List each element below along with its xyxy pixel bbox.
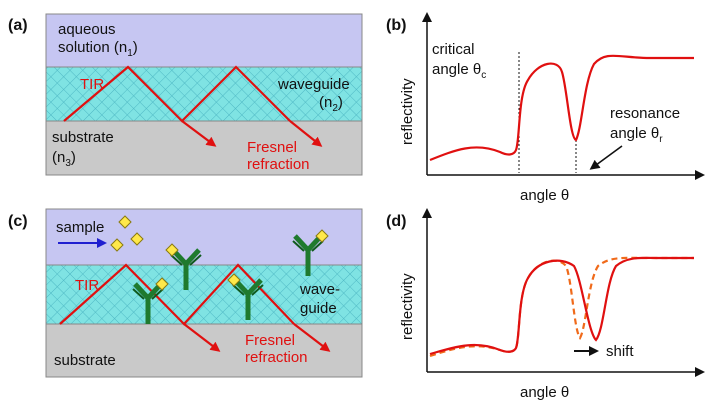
panel-b: (b) reflectivity angle θ critical angle … xyxy=(386,12,705,204)
x-axis-label: angle θ xyxy=(520,384,569,401)
panel-label-d: (d) xyxy=(386,213,406,230)
substrate-layer xyxy=(45,120,363,176)
waveguide-layer xyxy=(45,66,363,122)
aqueous-layer xyxy=(45,13,363,68)
y-axis-label: reflectivity xyxy=(399,78,416,145)
tir-label: TIR xyxy=(75,277,99,294)
aqueous-label: aqueous xyxy=(58,21,116,38)
resonance-label: resonance xyxy=(610,105,680,122)
panel-label-b: (b) xyxy=(386,17,406,34)
reflectivity-curve-before xyxy=(429,256,694,358)
panel-a: (a) aqueous solution (n1) TIR waveguide … xyxy=(8,13,363,176)
refraction-label: refraction xyxy=(245,349,308,366)
shift-label: shift xyxy=(606,343,634,360)
wave-label: wave- xyxy=(299,281,340,298)
fresnel-label: Fresnel xyxy=(247,139,297,156)
panel-label-c: (c) xyxy=(8,213,28,230)
substrate-label: substrate xyxy=(52,129,114,146)
reflectivity-curve-after xyxy=(429,256,694,356)
aqueous-index-label: solution (n1) xyxy=(58,39,138,59)
aqueous-layer xyxy=(45,208,363,266)
sample-label: sample xyxy=(56,219,104,236)
waveguide-index-label: (n2) xyxy=(319,94,343,114)
refraction-arrow-icon xyxy=(183,323,221,352)
x-axis-label: angle θ xyxy=(520,187,569,204)
panel-d: (d) reflectivity angle θ shift xyxy=(386,208,705,401)
substrate-index-label: (n3) xyxy=(52,149,76,169)
substrate-label: substrate xyxy=(54,352,116,369)
waveguide-label: waveguide xyxy=(277,76,350,93)
refraction-label: refraction xyxy=(247,156,310,173)
tir-label: TIR xyxy=(80,76,104,93)
guide-label: guide xyxy=(300,300,337,317)
reflectivity-curve xyxy=(429,54,694,162)
substrate-layer xyxy=(45,323,363,378)
panel-label-a: (a) xyxy=(8,17,28,34)
refraction-arrow-icon xyxy=(181,120,217,147)
critical-angle-label: angle θc xyxy=(432,61,486,81)
panel-c: (c) sample TIR wave- guide substrate Fre… xyxy=(8,208,363,378)
y-axis-label: reflectivity xyxy=(399,273,416,340)
resonance-angle-label: angle θr xyxy=(610,125,663,145)
fresnel-label: Fresnel xyxy=(245,332,295,349)
critical-label: critical xyxy=(432,41,475,58)
refraction-arrow-icon xyxy=(293,323,331,352)
refraction-arrow-icon xyxy=(289,120,323,147)
resonance-pointer-arrow-icon xyxy=(589,145,623,170)
